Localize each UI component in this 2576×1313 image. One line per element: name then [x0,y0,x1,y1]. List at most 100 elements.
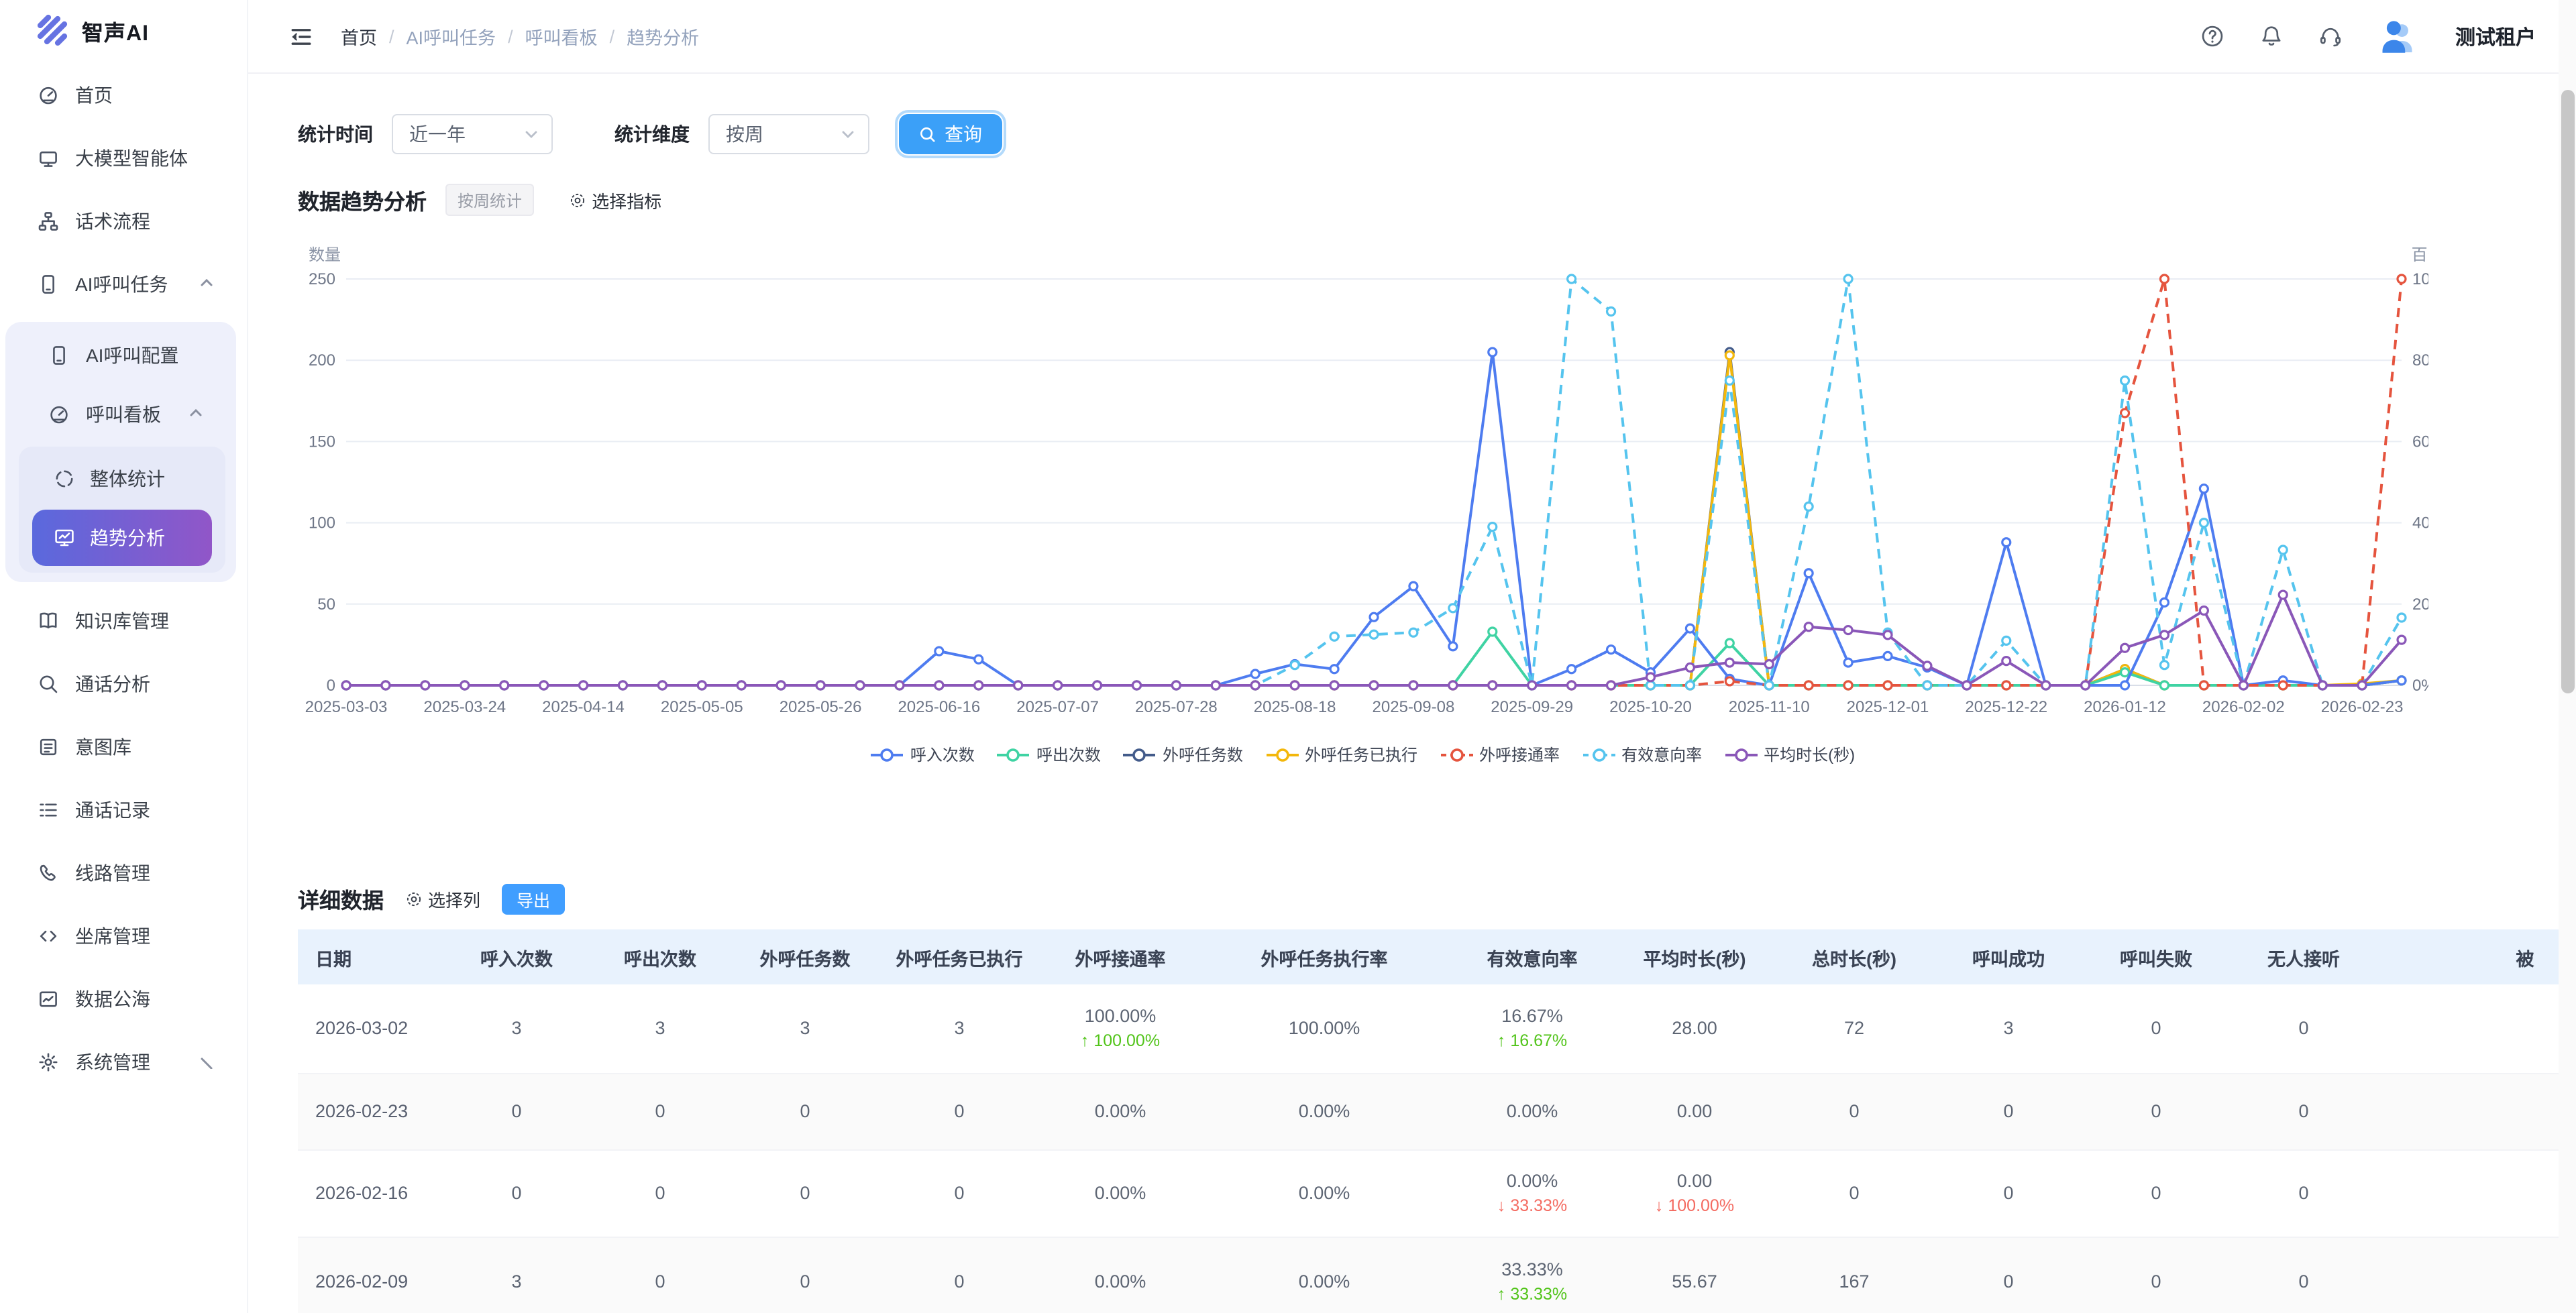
analysis-icon [38,673,59,694]
notifications-bell-icon[interactable] [2259,24,2284,48]
trend-chart-canvas: 0 50 100 150 200 250 0% 20% 40% 60% 80% 100% 数量 百分比(%… [305,246,2485,716]
legend-item[interactable]: 平均时长(秒) [1725,743,1855,766]
collapse-sidebar-icon[interactable] [290,25,313,48]
table-header-cell: 外呼任务已执行 [877,929,1041,984]
table-cell: 0 [2082,1149,2230,1237]
breadcrumb-separator: / [609,26,615,46]
sidebar-item-flow[interactable]: 话术流程 [0,189,247,252]
tenant-name[interactable]: 测试租户 [2455,26,2536,49]
page-scrollbar-thumb[interactable] [2561,90,2574,693]
cell-value: 16.67% [1501,1006,1563,1027]
svg-text:2025-09-29: 2025-09-29 [1491,698,1573,716]
user-avatar[interactable] [2377,16,2418,56]
sidebar-item-seats[interactable]: 坐席管理 [0,904,247,967]
query-button[interactable]: 查询 [899,114,1002,154]
page-scrollbar-track [2559,0,2576,1313]
svg-text:200: 200 [309,351,335,369]
table-cell: 0.00% [1041,1073,1199,1150]
table-cell: 0 [877,1149,1041,1237]
sidebar-item-analysis[interactable]: 通话分析 [0,652,247,715]
legend-item[interactable]: 外呼任务已执行 [1266,743,1417,766]
table-cell: 0 [445,1149,588,1237]
column-picker-button[interactable]: 选择列 [405,886,480,911]
kanban-icon [48,404,70,425]
trend-section-header: 数据趋势分析 按周统计 选择指标 [298,184,2576,216]
call-task-icon [38,273,59,294]
breadcrumb-item[interactable]: 趋势分析 [627,28,700,48]
cell-value: 33.33% [1501,1259,1563,1279]
chevron-up-icon [199,273,215,294]
sidebar-item-label: 意图库 [75,736,131,757]
table-row: 2026-02-23 0 0 0 0 0.00% 0.00% 0.00% 0.00 0 0 0 0 [298,1073,2576,1150]
sidebar-item-kanban[interactable]: 呼叫看板 [5,385,236,444]
legend-item[interactable]: 呼出次数 [997,743,1101,766]
svg-text:20%: 20% [2412,595,2428,614]
help-icon[interactable] [2200,24,2224,48]
legend-item[interactable]: 外呼接通率 [1440,743,1560,766]
export-button[interactable]: 导出 [502,883,566,914]
table-cell: 100.00% [1199,984,1449,1074]
time-range-select[interactable]: 近一年 [392,114,553,154]
sidebar-item-call-task[interactable]: AI呼叫任务 [0,252,247,315]
sidebar-submenu-group: AI呼叫配置 呼叫看板整体统计 趋势分析 [5,322,236,582]
sidebar-item-label: 首页 [75,84,113,105]
table-cell: 0.00% ↓ 33.33% [1449,1149,1615,1237]
sidebar-item-trend[interactable]: 趋势分析 [32,510,212,566]
sidebar-item-dashboard[interactable]: 首页 [0,63,247,126]
column-picker-label: 选择列 [428,890,481,910]
metric-picker-button[interactable]: 选择指标 [569,187,661,213]
svg-text:2026-01-12: 2026-01-12 [2084,698,2166,716]
svg-text:40%: 40% [2412,514,2428,532]
headset-support-icon[interactable] [2318,24,2343,48]
sidebar-item-call-config[interactable]: AI呼叫配置 [5,326,236,385]
breadcrumb-item[interactable]: AI呼叫任务 [406,28,496,48]
breadcrumb-separator: / [508,26,513,46]
table-cell: 0 [2082,1237,2230,1313]
svg-text:2025-09-08: 2025-09-08 [1373,698,1455,716]
system-icon [38,1051,59,1072]
detail-section-title: 详细数据 [298,891,384,913]
svg-text:2026-02-02: 2026-02-02 [2202,698,2285,716]
chevron-down-icon [523,126,539,142]
legend-item[interactable]: 有效意向率 [1582,743,1702,766]
legend-item[interactable]: 外呼任务数 [1123,743,1243,766]
legend-item[interactable]: 呼入次数 [871,743,975,766]
svg-text:150: 150 [309,433,335,451]
table-cell: 0.00% [1041,1149,1199,1237]
table-cell: 3 [733,984,877,1074]
dimension-select[interactable]: 按周 [708,114,869,154]
sidebar-item-datasea[interactable]: 数据公海 [0,967,247,1030]
svg-text:2025-05-26: 2025-05-26 [780,698,862,716]
table-cell: 0.00% [1199,1149,1449,1237]
sidebar-item-lines[interactable]: 线路管理 [0,841,247,904]
table-header-cell: 呼出次数 [588,929,733,984]
table-cell: 0.00% [1041,1237,1199,1313]
sidebar-item-label: 通话记录 [75,799,150,820]
legend-marker-icon [1266,748,1298,761]
table-cell: 0.00% [1199,1073,1449,1150]
sidebar-item-records[interactable]: 通话记录 [0,778,247,841]
svg-text:2025-12-22: 2025-12-22 [1965,698,2047,716]
cell-delta-up: ↑ 100.00% [1080,1031,1161,1051]
main-area: 首页 / AI呼叫任务 / 呼叫看板 / 趋势分析 [248,0,2576,1313]
cell-delta-down: ↓ 33.33% [1497,1196,1568,1215]
sidebar-item-knowledge[interactable]: 知识库管理 [0,589,247,652]
cell-value: 100.00% [1084,1006,1157,1027]
svg-text:百分比(%): 百分比(%) [2412,246,2428,264]
table-row: 2026-03-02 3 3 3 3 100.00% ↑ 100.00% 100.00% 16.… [298,984,2576,1074]
dimension-value: 按周 [726,123,763,145]
table-cell: 16.67% ↑ 16.67% [1449,984,1615,1074]
sidebar-item-agent[interactable]: 大模型智能体 [0,126,247,189]
table-header-cell: 总时长(秒) [1774,929,1935,984]
table-cell: 0 [2230,984,2377,1074]
sidebar-item-label: 数据公海 [75,988,150,1009]
legend-marker-icon [1440,748,1473,761]
sidebar-item-system[interactable]: 系统管理 [0,1030,247,1093]
query-button-label: 查询 [945,123,982,145]
flow-icon [38,210,59,231]
breadcrumb-item[interactable]: 呼叫看板 [525,28,598,48]
sidebar-item-intent[interactable]: 意图库 [0,715,247,778]
detail-section-header: 详细数据 选择列 导出 [298,883,2576,914]
sidebar-item-stats[interactable]: 整体统计 [19,451,225,507]
sidebar-item-label: 系统管理 [75,1051,150,1072]
